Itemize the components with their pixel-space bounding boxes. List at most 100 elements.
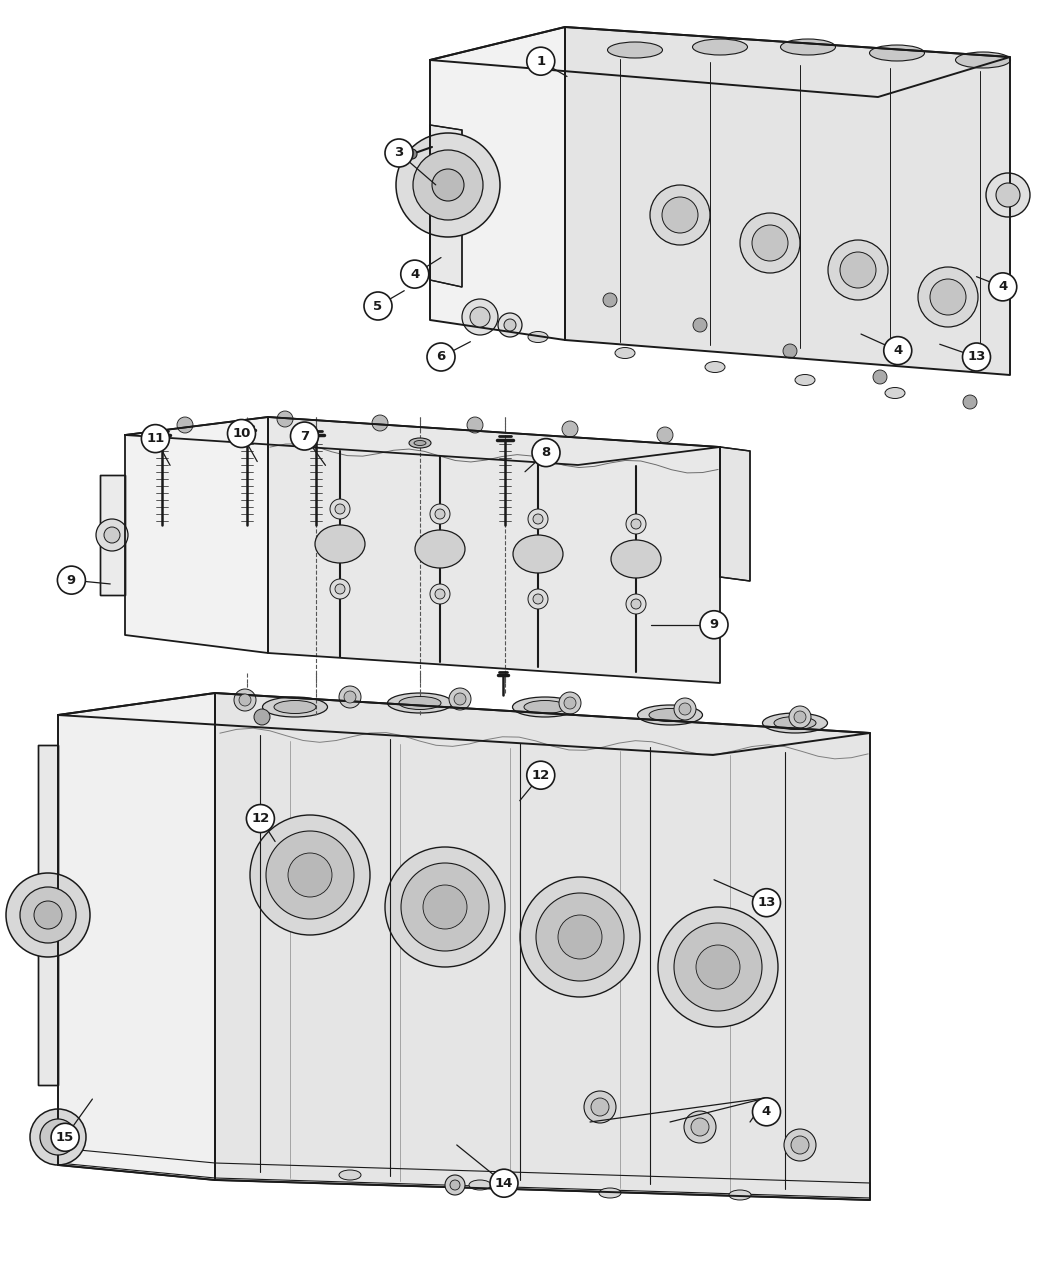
Circle shape xyxy=(372,414,388,431)
Circle shape xyxy=(884,337,911,365)
Circle shape xyxy=(650,185,710,245)
Polygon shape xyxy=(100,476,125,595)
Circle shape xyxy=(454,694,466,705)
Circle shape xyxy=(407,149,417,159)
Circle shape xyxy=(840,252,876,288)
Circle shape xyxy=(239,694,251,706)
Ellipse shape xyxy=(410,439,430,448)
Ellipse shape xyxy=(315,525,365,564)
Circle shape xyxy=(631,599,640,609)
Circle shape xyxy=(385,847,505,966)
Ellipse shape xyxy=(414,440,426,445)
Circle shape xyxy=(247,805,274,833)
Circle shape xyxy=(430,504,450,524)
Circle shape xyxy=(435,589,445,599)
Polygon shape xyxy=(125,417,720,465)
Ellipse shape xyxy=(615,348,635,358)
Text: 4: 4 xyxy=(999,280,1007,293)
Circle shape xyxy=(339,686,361,708)
Circle shape xyxy=(423,885,467,929)
Circle shape xyxy=(30,1109,86,1165)
Circle shape xyxy=(679,703,691,715)
Circle shape xyxy=(584,1091,616,1123)
Ellipse shape xyxy=(705,362,724,372)
Circle shape xyxy=(603,293,617,307)
Ellipse shape xyxy=(415,530,465,567)
Circle shape xyxy=(674,923,762,1011)
Text: 7: 7 xyxy=(300,430,309,442)
Circle shape xyxy=(533,594,543,604)
Circle shape xyxy=(784,1128,816,1162)
Text: 14: 14 xyxy=(495,1177,513,1190)
Circle shape xyxy=(40,1119,76,1155)
Circle shape xyxy=(396,133,500,237)
Text: 9: 9 xyxy=(67,574,76,586)
Circle shape xyxy=(657,427,673,442)
Ellipse shape xyxy=(469,1179,491,1190)
Circle shape xyxy=(449,688,471,710)
Circle shape xyxy=(684,1111,716,1142)
Circle shape xyxy=(250,815,370,935)
Circle shape xyxy=(104,527,120,543)
Ellipse shape xyxy=(762,713,827,733)
Circle shape xyxy=(533,514,543,524)
Ellipse shape xyxy=(885,388,905,399)
Circle shape xyxy=(364,292,392,320)
Circle shape xyxy=(794,711,806,723)
Circle shape xyxy=(288,853,332,898)
Circle shape xyxy=(527,761,554,789)
Ellipse shape xyxy=(869,45,924,61)
Circle shape xyxy=(986,173,1030,217)
Text: 12: 12 xyxy=(531,769,550,782)
Circle shape xyxy=(467,417,483,434)
Circle shape xyxy=(335,504,345,514)
Circle shape xyxy=(674,697,696,720)
Circle shape xyxy=(789,706,811,728)
Ellipse shape xyxy=(637,705,702,725)
Text: 4: 4 xyxy=(762,1105,771,1118)
Circle shape xyxy=(413,150,483,221)
Circle shape xyxy=(504,319,516,332)
Ellipse shape xyxy=(512,697,578,717)
Circle shape xyxy=(963,395,976,409)
Circle shape xyxy=(330,579,350,599)
Ellipse shape xyxy=(729,1190,751,1200)
Ellipse shape xyxy=(598,1188,621,1198)
Ellipse shape xyxy=(774,717,816,729)
Ellipse shape xyxy=(611,541,662,578)
Ellipse shape xyxy=(528,332,548,343)
Circle shape xyxy=(430,584,450,604)
Circle shape xyxy=(963,343,990,371)
Circle shape xyxy=(752,224,788,261)
Circle shape xyxy=(562,421,578,437)
Circle shape xyxy=(700,611,728,639)
Ellipse shape xyxy=(262,697,328,717)
Circle shape xyxy=(330,499,350,519)
Text: 1: 1 xyxy=(537,55,545,68)
Circle shape xyxy=(662,198,698,233)
Polygon shape xyxy=(268,417,720,683)
Circle shape xyxy=(427,343,455,371)
Circle shape xyxy=(693,317,707,332)
Text: 5: 5 xyxy=(374,300,382,312)
Text: 13: 13 xyxy=(757,896,776,909)
Circle shape xyxy=(142,425,169,453)
Circle shape xyxy=(6,873,90,958)
Text: 4: 4 xyxy=(894,344,902,357)
Polygon shape xyxy=(125,417,268,653)
Circle shape xyxy=(51,1123,79,1151)
Circle shape xyxy=(96,519,128,551)
Circle shape xyxy=(385,139,413,167)
Text: 15: 15 xyxy=(56,1131,75,1144)
Circle shape xyxy=(344,691,356,703)
Ellipse shape xyxy=(795,375,815,385)
Circle shape xyxy=(34,901,62,929)
Circle shape xyxy=(432,170,464,201)
Circle shape xyxy=(277,411,293,427)
Circle shape xyxy=(996,184,1020,207)
Circle shape xyxy=(658,907,778,1026)
Text: 8: 8 xyxy=(542,446,550,459)
Circle shape xyxy=(527,47,554,75)
Polygon shape xyxy=(58,694,215,1179)
Circle shape xyxy=(753,889,780,917)
